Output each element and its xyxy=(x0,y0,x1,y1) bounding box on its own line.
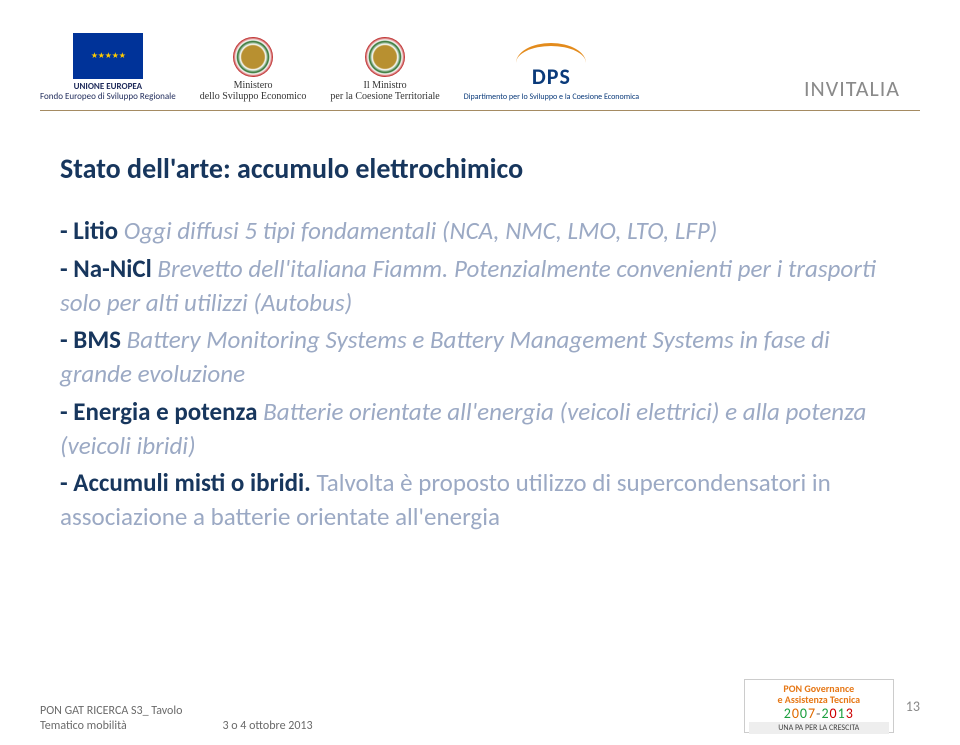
main-content: Stato dell'arte: accumulo elettrochimico… xyxy=(0,111,960,534)
bullet-litio-kw: - Litio xyxy=(60,215,118,246)
bullet-bms-rest: Battery Monitoring Systems e Battery Man… xyxy=(60,324,830,389)
ministry1-line1: Ministero xyxy=(234,80,273,91)
bullet-ep-kw: - Energia e potenza xyxy=(60,396,258,427)
bullet-accumuli: - Accumuli misti o ibridi. Talvolta è pr… xyxy=(60,466,900,534)
dps-subtitle: Dipartimento per lo Sviluppo e la Coesio… xyxy=(464,92,639,102)
ministry2-line2: per la Coesione Territoriale xyxy=(330,91,439,102)
ministry1-block: Ministero dello Sviluppo Economico xyxy=(200,37,307,102)
page-number: 13 xyxy=(906,698,920,715)
body-text: - Litio Oggi diffusi 5 tipi fondamentali… xyxy=(60,214,900,534)
italy-emblem-icon xyxy=(365,37,405,77)
dps-logo-text: DPS xyxy=(532,63,571,90)
ministry1-line2: dello Sviluppo Economico xyxy=(200,91,307,102)
pon-badge: PON Governance e Assistenza Tecnica 2007… xyxy=(744,679,894,733)
invitalia-logo: INVITALIA xyxy=(804,75,900,102)
bullet-nanicl-kw: - Na-NiCl xyxy=(60,253,152,284)
bullet-nanicl-rest: Brevetto dell'italiana Fiamm. Potenzialm… xyxy=(60,253,876,318)
bullet-nanicl: - Na-NiCl Brevetto dell'italiana Fiamm. … xyxy=(60,252,900,320)
pon-years: 2007-2013 xyxy=(749,705,889,722)
eu-fund-label: Fondo Europeo di Sviluppo Regionale xyxy=(40,92,176,102)
footer-right: PON Governance e Assistenza Tecnica 2007… xyxy=(744,679,920,733)
footer-left: PON GAT RICERCA S3_ Tavolo Tematico mobi… xyxy=(40,704,182,733)
header: ★ ★ ★ ★ ★ UNIONE EUROPEA Fondo Europeo d… xyxy=(0,0,960,110)
footer-date: 3 o 4 ottobre 2013 xyxy=(222,719,312,733)
bullet-acc-kw: - Accumuli misti o ibridi. xyxy=(60,467,311,498)
dps-block: DPS Dipartimento per lo Sviluppo e la Co… xyxy=(464,47,639,102)
dps-arc-icon xyxy=(516,43,586,63)
bullet-litio-rest: Oggi diffusi 5 tipi fondamentali (NCA, N… xyxy=(124,215,718,246)
ministry2-line1: Il Ministro xyxy=(364,80,407,91)
eu-flag-icon: ★ ★ ★ ★ ★ xyxy=(73,33,143,79)
footer-left-line1: PON GAT RICERCA S3_ Tavolo xyxy=(40,704,182,718)
footer-left-line2: Tematico mobilità xyxy=(40,719,182,733)
pon-title-2: e Assistenza Tecnica xyxy=(749,695,889,706)
bullet-bms-kw: - BMS xyxy=(60,324,121,355)
footer: PON GAT RICERCA S3_ Tavolo Tematico mobi… xyxy=(40,679,920,733)
bullet-litio: - Litio Oggi diffusi 5 tipi fondamentali… xyxy=(60,214,900,248)
pon-sub: UNA PA PER LA CRESCITA xyxy=(749,722,889,734)
bullet-bms: - BMS Battery Monitoring Systems e Batte… xyxy=(60,323,900,391)
ministry2-block: Il Ministro per la Coesione Territoriale xyxy=(330,37,439,102)
eu-logo-block: ★ ★ ★ ★ ★ UNIONE EUROPEA Fondo Europeo d… xyxy=(40,33,176,102)
slide-title: Stato dell'arte: accumulo elettrochimico xyxy=(60,151,900,186)
bullet-energia-potenza: - Energia e potenza Batterie orientate a… xyxy=(60,395,900,463)
italy-emblem-icon xyxy=(233,37,273,77)
